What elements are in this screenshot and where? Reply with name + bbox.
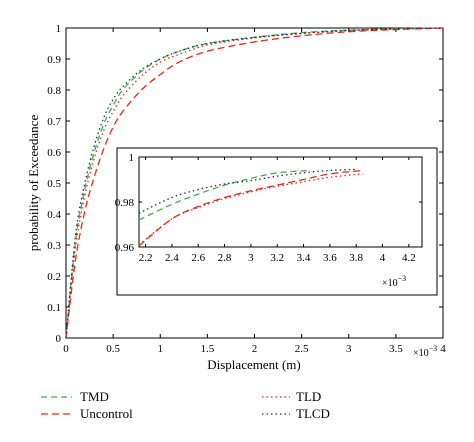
inset-y-tick-label-0: 0.96: [115, 242, 135, 254]
main-y-tick-label-0: 0: [56, 333, 62, 345]
inset-x-tick-label-6: 3.4: [297, 252, 311, 264]
main-y-tick-label-3: 0.3: [47, 240, 61, 252]
main-series-line-uncontrol: [65, 27, 444, 339]
legend: TMD Uncontrol TLD TLCD: [41, 389, 330, 421]
legend-label-tmd: TMD: [80, 389, 109, 404]
main-x-tick-label-0: 0: [63, 343, 69, 355]
y-axis-label: probability of Exceedance: [26, 115, 41, 252]
main-x-tick-label-4: 2: [252, 343, 258, 355]
main-x-tick-label-1: 0.5: [106, 343, 120, 355]
legend-label-uncontrol: Uncontrol: [80, 406, 133, 421]
inset-plot-frame: [138, 156, 423, 248]
main-y-tick-label-9: 0.9: [47, 54, 61, 66]
main-series-line-tld: [65, 27, 444, 339]
legend-label-tld: TLD: [296, 389, 321, 404]
inset-x-tick-label-7: 3.6: [323, 252, 337, 264]
main-y-tick-label-10: 1: [56, 23, 62, 35]
legend-item-tlcd: TLCD: [262, 406, 330, 421]
inset-x-tick-label-5: 3.2: [270, 252, 284, 264]
main-y-tick-label-8: 0.8: [47, 85, 61, 97]
inset-x-tick-label-2: 2.6: [191, 252, 205, 264]
inset-x-tick-label-1: 2.4: [165, 252, 179, 264]
inset-y-tick-label-2: 1: [129, 152, 135, 164]
inset-series-line-tlcd: [138, 168, 357, 214]
main-y-tick-label-7: 0.7: [47, 116, 61, 128]
legend-item-tmd: TMD: [41, 389, 109, 404]
inset-y-tick-label-1: 0.98: [115, 197, 135, 209]
x-axis-label: Displacement (m): [207, 357, 301, 372]
legend-label-tlcd: TLCD: [296, 406, 330, 421]
legend-item-tld: TLD: [262, 389, 321, 404]
main-x-tick-label-8: 4: [440, 343, 446, 355]
main-y-tick-label-6: 0.6: [47, 147, 61, 159]
main-y-tick-label-2: 0.2: [47, 271, 61, 283]
main-x-tick-label-6: 3: [346, 343, 352, 355]
main-series-line-tmd: [65, 27, 444, 339]
main-x-tick-label-3: 1.5: [201, 343, 215, 355]
inset-ticks: 2.2 2.4 2.6 2.8 3 3.2 3.4 3.6 3.8 4 4.2 0.96 0.98 1: [115, 152, 422, 264]
inset-x-tick-label-4: 3: [248, 252, 254, 264]
main-y-tick-label-4: 0.4: [47, 209, 61, 221]
inset-x-tick-label-3: 2.8: [218, 252, 232, 264]
inset-x-exponent: ×10−3: [382, 274, 406, 289]
main-series-line-tlcd: [65, 27, 444, 339]
main-x-tick-label-5: 2.5: [295, 343, 309, 355]
main-x-tick-label-2: 1: [158, 343, 164, 355]
inset-x-tick-label-10: 4.2: [402, 252, 416, 264]
main-series-group: [65, 27, 444, 339]
main-y-tick-label-1: 0.1: [47, 302, 61, 314]
main-x-exponent: ×10−3: [413, 344, 437, 359]
inset-x-tick-label-0: 2.2: [139, 252, 153, 264]
main-x-tick-label-7: 3.5: [389, 343, 403, 355]
inset-series-line-tmd: [138, 169, 311, 221]
inset-x-tick-label-8: 3.8: [349, 252, 363, 264]
inset-series-group: [138, 168, 363, 247]
inset-x-tick-label-9: 4: [380, 252, 386, 264]
legend-item-uncontrol: Uncontrol: [41, 406, 133, 421]
inset-series-line-uncontrol: [138, 169, 363, 247]
main-y-tick-label-5: 0.5: [47, 178, 61, 190]
